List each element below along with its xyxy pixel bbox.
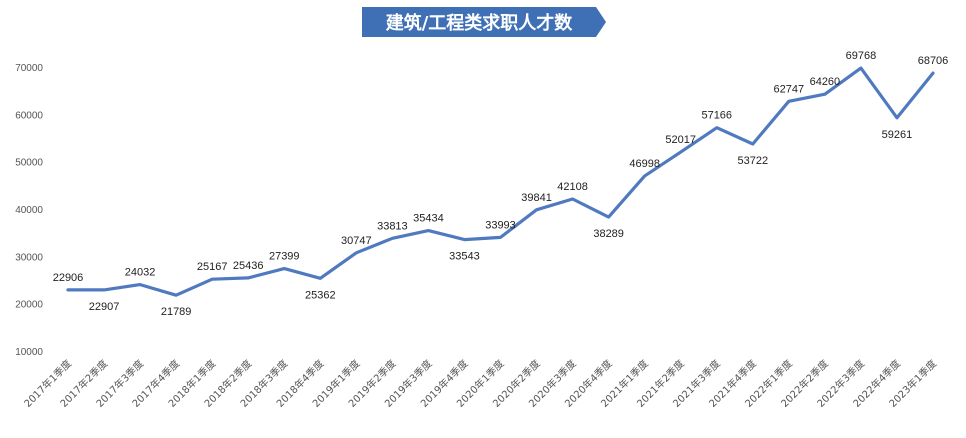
data-label: 22906: [53, 272, 84, 284]
data-label: 52017: [665, 134, 696, 146]
data-label: 57166: [701, 110, 732, 122]
data-label: 27399: [269, 251, 300, 263]
data-label: 30747: [341, 235, 372, 247]
y-tick-label: 50000: [15, 158, 43, 169]
data-label: 69768: [846, 50, 877, 62]
chart-title: 建筑/工程类求职人才数: [386, 12, 574, 34]
data-label: 38289: [593, 228, 624, 240]
series-line: [66, 66, 935, 297]
data-label: 39841: [521, 192, 552, 204]
data-label: 22907: [89, 301, 120, 313]
data-labels: 22906 22907 24032 21789 25167 25436 27399 25362…: [53, 50, 949, 318]
data-label: 33543: [449, 251, 480, 263]
data-label: 46998: [629, 158, 660, 170]
data-label: 64260: [810, 76, 841, 88]
title-banner: 建筑/工程类求职人才数: [362, 7, 606, 37]
x-axis-ticks: 2017年1季度2017年2季度2017年3季度2017年4季度2018年1季度…: [21, 357, 939, 410]
data-label: 42108: [557, 181, 588, 193]
y-tick-label: 20000: [15, 300, 43, 311]
data-label: 33813: [377, 220, 408, 232]
y-tick-label: 10000: [15, 347, 43, 358]
y-axis-ticks: 10000 20000 30000 40000 50000 60000 70000: [15, 63, 43, 358]
data-label: 68706: [918, 55, 949, 67]
y-tick-label: 60000: [15, 110, 43, 121]
data-label: 25362: [305, 289, 336, 301]
y-tick-label: 70000: [15, 63, 43, 74]
title-banner-shape: [362, 7, 606, 37]
data-label: 62747: [774, 83, 805, 95]
data-label: 24032: [125, 267, 156, 279]
data-label: 25436: [233, 260, 264, 272]
data-label: 53722: [737, 155, 768, 167]
y-tick-label: 30000: [15, 252, 43, 263]
data-label: 33993: [485, 219, 516, 231]
data-label: 21789: [161, 306, 192, 318]
y-tick-label: 40000: [15, 205, 43, 216]
data-label: 59261: [882, 129, 913, 141]
data-label: 25167: [197, 261, 228, 273]
data-label: 35434: [413, 213, 444, 225]
